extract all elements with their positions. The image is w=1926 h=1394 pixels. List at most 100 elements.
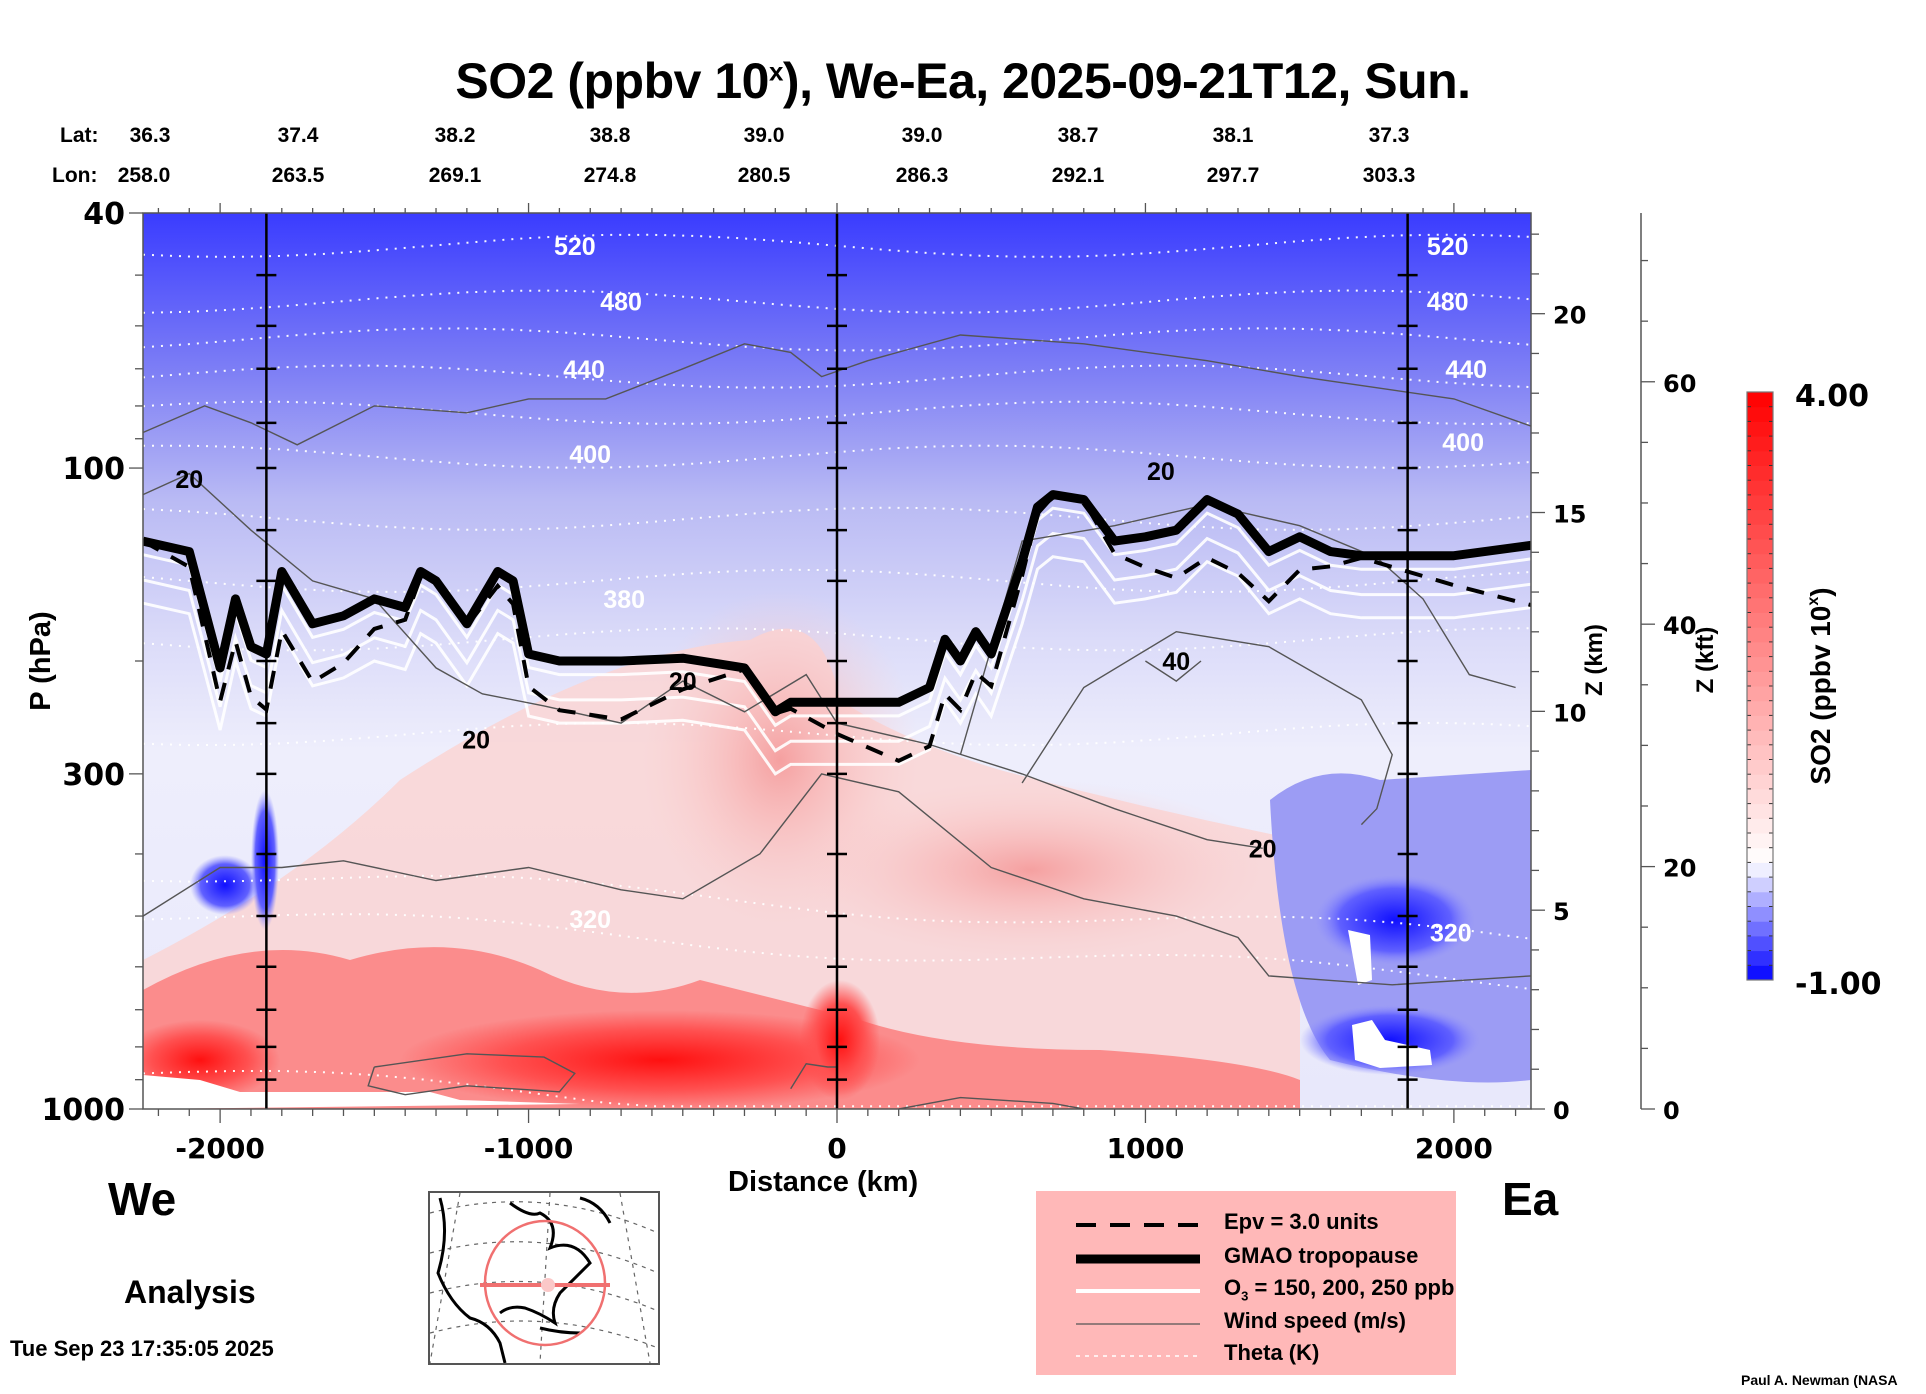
colorbar-level <box>1747 774 1773 790</box>
field-below-ground <box>143 1075 580 1109</box>
y-tick-label: 300 <box>62 758 125 793</box>
colorbar-level <box>1747 744 1773 760</box>
field-blue-core-surface <box>1300 1005 1480 1075</box>
lon-value: 269.1 <box>428 164 482 187</box>
y-axis-label: P (hPa) <box>25 611 57 710</box>
colorbar-level <box>1747 671 1773 687</box>
z-km-tick-label: 20 <box>1553 302 1586 330</box>
x-tick-label: 1000 <box>1106 1132 1184 1165</box>
theta-label: 400 <box>1442 429 1484 457</box>
colorbar-level <box>1747 494 1773 511</box>
colorbar-max-label: 4.00 <box>1795 379 1869 414</box>
legend: Epv = 3.0 units GMAO tropopause O3 = 150… <box>1036 1191 1456 1375</box>
colorbar-level <box>1747 965 1773 981</box>
colorbar-level <box>1747 921 1773 937</box>
z-km-tick-label: 0 <box>1553 1097 1570 1125</box>
lat-value: 37.4 <box>277 124 319 147</box>
colorbar-level <box>1747 788 1773 805</box>
colorbar-level <box>1747 436 1773 452</box>
lon-value: 274.8 <box>583 164 637 187</box>
legend-item-wind: Wind speed (m/s) <box>1036 1308 1416 1340</box>
field-missing-data <box>1348 930 1372 985</box>
theta-label: 400 <box>569 441 611 469</box>
x-tick-label: -2000 <box>175 1132 265 1165</box>
colorbar-level <box>1747 891 1773 907</box>
wind-speed-label: 20 <box>669 668 697 696</box>
wind-speed-label: 20 <box>1249 835 1277 863</box>
colorbar-level <box>1747 803 1773 819</box>
z-kft-tick-label: 40 <box>1663 612 1696 640</box>
field-missing-data <box>1352 1020 1432 1068</box>
locator-map <box>428 1191 660 1365</box>
colorbar-level <box>1747 833 1773 849</box>
white-line-icon <box>1076 1289 1200 1293</box>
theta-label: 320 <box>569 906 611 934</box>
colorbar-level <box>1747 715 1773 731</box>
z-kft-label: Z (kft) <box>1692 627 1719 694</box>
colorbar-level <box>1747 480 1773 496</box>
dotted-line-icon <box>1076 1355 1200 1357</box>
wind-speed-contour <box>1021 630 1393 826</box>
colorbar-level <box>1747 583 1773 599</box>
theta-label: 320 <box>1430 919 1472 947</box>
timestamp: Tue Sep 23 17:35:05 2025 <box>10 1336 274 1361</box>
lon-value: 292.1 <box>1051 164 1105 187</box>
ozone-contour <box>143 506 1531 728</box>
colorbar-level <box>1747 524 1773 540</box>
colorbar: 4.00 -1.00 SO2 (ppbv 10x) <box>1746 379 1881 1002</box>
colorbar-level <box>1747 509 1773 525</box>
field-blue-column-west <box>251 790 279 930</box>
colorbar-level <box>1747 553 1773 569</box>
lat-value: 37.3 <box>1368 124 1410 147</box>
z-km-tick-label: 5 <box>1553 898 1570 926</box>
analysis-label: Analysis <box>124 1274 256 1310</box>
field-red-center <box>800 980 880 1100</box>
lon-label: Lon: <box>52 164 98 187</box>
colorbar-level <box>1747 818 1773 834</box>
wind-speed-contour <box>143 472 1263 849</box>
colorbar-level <box>1747 465 1773 481</box>
colorbar-level <box>1747 730 1773 746</box>
colorbar-level <box>1747 935 1773 952</box>
theta-label: 520 <box>1427 233 1469 261</box>
colorbar-level <box>1747 862 1773 878</box>
theta-label: 480 <box>600 289 642 317</box>
west-label: We <box>108 1173 177 1225</box>
colorbar-level <box>1747 392 1773 408</box>
credit-text: Paul A. Newman (NASA <box>1741 1372 1898 1388</box>
z-kft-tick-label: 0 <box>1663 1097 1680 1125</box>
ozone-contour <box>143 555 1531 776</box>
colorbar-min-label: -1.00 <box>1795 967 1881 1002</box>
wind-speed-label: 20 <box>462 726 490 754</box>
y-tick-label: 40 <box>83 197 125 232</box>
theta-label: 440 <box>1445 356 1487 384</box>
lat-value: 38.2 <box>434 124 476 147</box>
wind-speed-label: 20 <box>175 466 203 494</box>
lat-value: 36.3 <box>129 124 171 147</box>
colorbar-frame <box>1746 391 1774 981</box>
theta-label: 380 <box>603 586 645 614</box>
colorbar-level <box>1747 406 1773 422</box>
legend-item-tropopause: GMAO tropopause <box>1036 1243 1418 1275</box>
lon-value: 297.7 <box>1206 164 1260 187</box>
wind-speed-label: 40 <box>1162 648 1190 676</box>
wind-speed-contour <box>790 1063 837 1090</box>
colorbar-level <box>1747 421 1773 437</box>
ozone-contour <box>143 531 1531 753</box>
legend-item-epv: Epv = 3.0 units <box>1036 1209 1416 1241</box>
x-axis-label: Distance (km) <box>728 1166 919 1198</box>
east-label: Ea <box>1502 1173 1559 1225</box>
colorbar-level <box>1747 906 1773 922</box>
theta-label: 520 <box>554 233 596 261</box>
x-tick-label: -1000 <box>484 1132 574 1165</box>
z-km-tick-label: 15 <box>1553 501 1586 529</box>
colorbar-title: SO2 (ppbv 10x) <box>1805 587 1836 784</box>
lat-value: 38.8 <box>589 124 631 147</box>
colorbar-level <box>1747 568 1773 584</box>
x-tick-label: 2000 <box>1415 1132 1493 1165</box>
colorbar-level <box>1747 847 1773 863</box>
so2-field <box>143 213 1531 1109</box>
lon-value: 303.3 <box>1362 164 1416 187</box>
